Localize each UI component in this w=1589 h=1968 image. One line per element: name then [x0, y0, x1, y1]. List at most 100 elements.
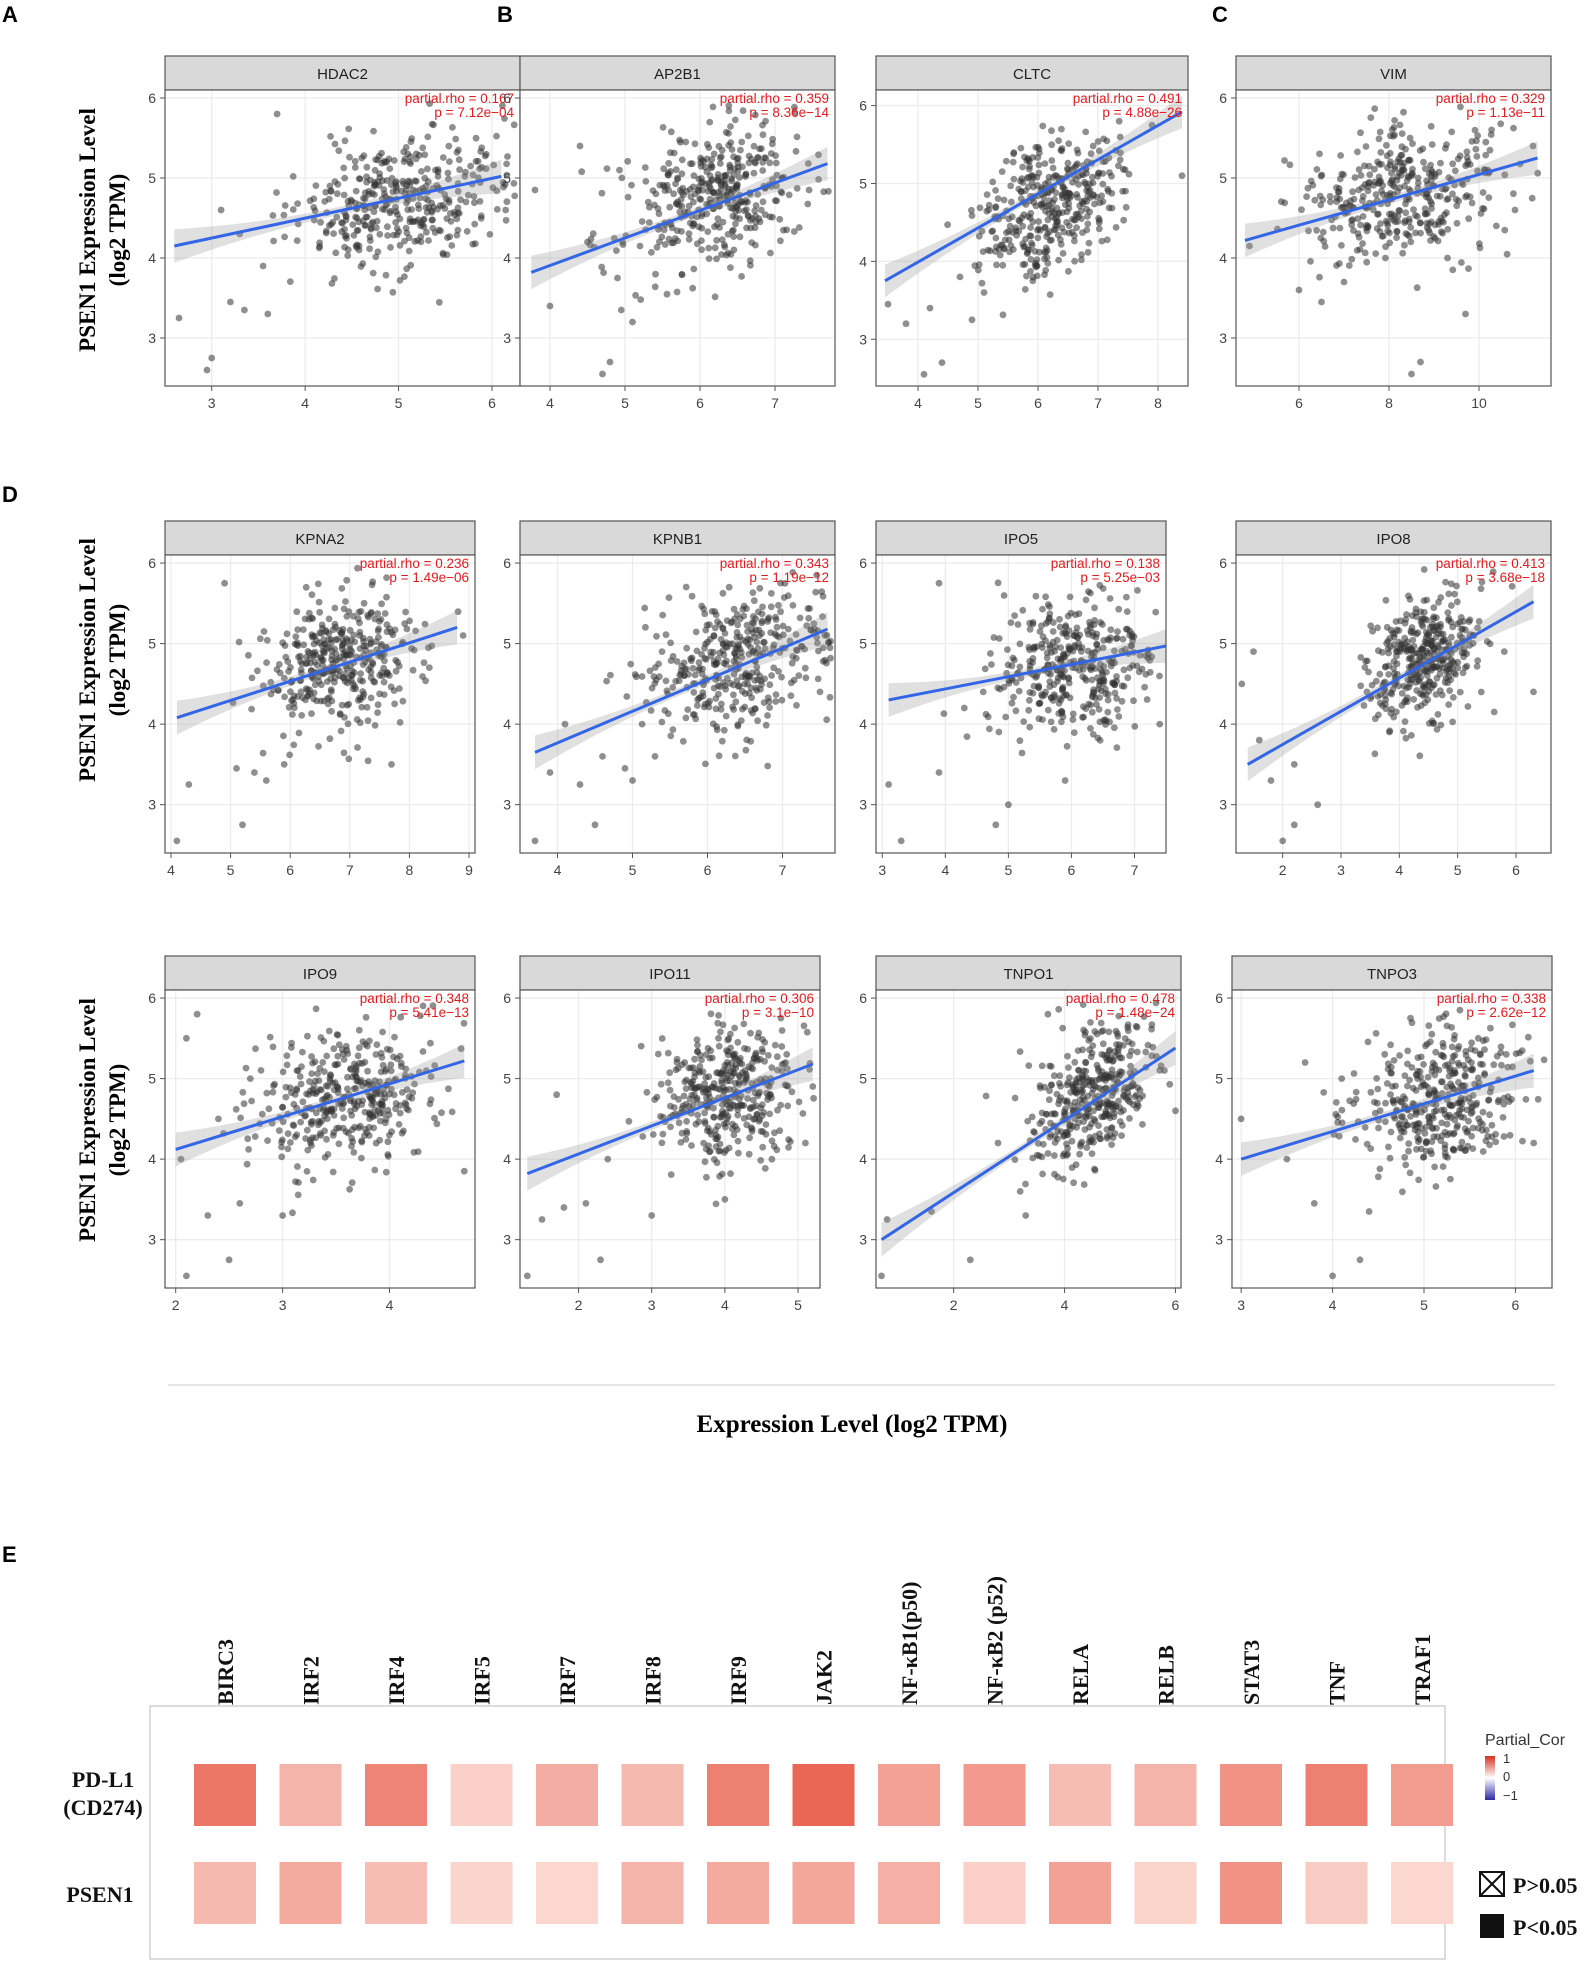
- data-point: [619, 175, 626, 182]
- data-point: [1022, 286, 1029, 293]
- data-point: [702, 627, 709, 634]
- data-point: [1431, 1071, 1438, 1078]
- data-point: [989, 228, 996, 235]
- data-point: [456, 166, 463, 173]
- data-point: [356, 1044, 363, 1051]
- data-point: [1062, 777, 1069, 784]
- y-tick-label: 4: [503, 250, 511, 266]
- data-point: [1042, 267, 1049, 274]
- data-point: [1523, 1096, 1530, 1103]
- y-tick-label: 3: [1219, 797, 1227, 813]
- data-point: [384, 671, 391, 678]
- data-point: [651, 202, 658, 209]
- data-point: [1291, 761, 1298, 768]
- data-point: [728, 176, 735, 183]
- data-point: [379, 1029, 386, 1036]
- data-point: [731, 1025, 738, 1032]
- data-point: [295, 1192, 302, 1199]
- data-point: [285, 1130, 292, 1137]
- data-point: [1472, 146, 1479, 153]
- data-point: [478, 144, 485, 151]
- x-tick-label: 7: [346, 862, 354, 878]
- x-tick-label: 4: [546, 395, 554, 411]
- data-point: [1388, 1070, 1395, 1077]
- data-point: [1105, 697, 1112, 704]
- data-point: [355, 697, 362, 704]
- data-point: [774, 1053, 781, 1060]
- data-point: [759, 167, 766, 174]
- data-point: [334, 1053, 341, 1060]
- data-point: [1011, 612, 1018, 619]
- data-point: [752, 706, 759, 713]
- data-point: [1123, 204, 1130, 211]
- data-point: [391, 1034, 398, 1041]
- data-point: [1025, 707, 1032, 714]
- data-point: [1434, 193, 1441, 200]
- data-point: [403, 1105, 410, 1112]
- data-point: [706, 698, 713, 705]
- data-point: [1448, 656, 1455, 663]
- data-point: [1055, 710, 1062, 717]
- data-point: [714, 726, 721, 733]
- data-point: [751, 170, 758, 177]
- data-point: [295, 1179, 302, 1186]
- data-point: [999, 168, 1006, 175]
- data-point: [333, 1062, 340, 1069]
- data-point: [1401, 635, 1408, 642]
- data-point: [723, 252, 730, 259]
- data-point: [713, 1132, 720, 1139]
- data-point: [683, 1118, 690, 1125]
- data-point: [729, 1126, 736, 1133]
- data-point: [736, 633, 743, 640]
- data-point: [335, 147, 342, 154]
- data-point: [1296, 287, 1303, 294]
- data-point: [648, 1212, 655, 1219]
- data-point: [1038, 622, 1045, 629]
- data-point: [1113, 673, 1120, 680]
- p-value-label: p = 8.36e−14: [749, 105, 829, 120]
- data-point: [348, 677, 355, 684]
- data-point: [961, 705, 968, 712]
- data-point: [1459, 1139, 1466, 1146]
- data-point: [1073, 1161, 1080, 1168]
- data-point: [315, 743, 322, 750]
- data-point: [1137, 1087, 1144, 1094]
- data-point: [1015, 186, 1022, 193]
- data-point: [452, 211, 459, 218]
- data-point: [469, 241, 476, 248]
- data-point: [363, 173, 370, 180]
- data-point: [1434, 675, 1441, 682]
- data-point: [715, 171, 722, 178]
- data-point: [385, 1138, 392, 1145]
- data-point: [351, 638, 358, 645]
- data-point: [368, 610, 375, 617]
- data-point: [385, 1153, 392, 1160]
- p-value-label: p = 1.48e−24: [1095, 1005, 1175, 1020]
- x-tick-label: 7: [1131, 862, 1139, 878]
- data-point: [1072, 1082, 1079, 1089]
- data-point: [665, 1050, 672, 1057]
- data-point: [1333, 194, 1340, 201]
- data-point: [885, 301, 892, 308]
- data-point: [1050, 628, 1057, 635]
- data-point: [342, 137, 349, 144]
- data-point: [1349, 188, 1356, 195]
- data-point: [1099, 181, 1106, 188]
- x-tick-label: 6: [1512, 862, 1520, 878]
- data-point: [1086, 240, 1093, 247]
- data-point: [1078, 648, 1085, 655]
- data-point: [1037, 700, 1044, 707]
- data-point: [1500, 1101, 1507, 1108]
- data-point: [309, 591, 316, 598]
- data-point: [347, 627, 354, 634]
- data-point: [355, 1052, 362, 1059]
- data-point: [679, 170, 686, 177]
- data-point: [1124, 626, 1131, 633]
- data-point: [1507, 1132, 1514, 1139]
- data-point: [720, 1067, 727, 1074]
- data-point: [1484, 638, 1491, 645]
- data-point: [995, 1140, 1002, 1147]
- data-point: [1463, 192, 1470, 199]
- data-point: [1385, 638, 1392, 645]
- data-point: [1444, 226, 1451, 233]
